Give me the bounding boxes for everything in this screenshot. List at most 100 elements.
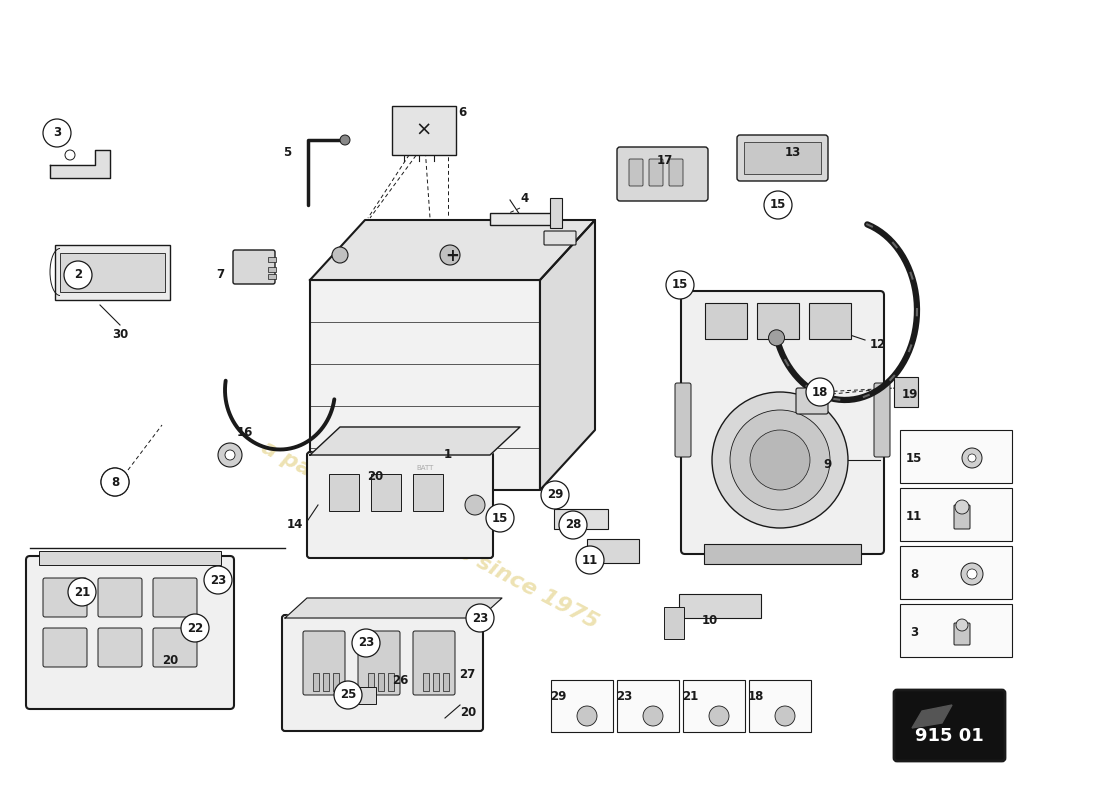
FancyBboxPatch shape [371,474,402,511]
FancyBboxPatch shape [55,245,170,300]
Text: 20: 20 [162,654,178,666]
Text: 18: 18 [812,386,828,398]
Text: 19: 19 [902,389,918,402]
Circle shape [730,410,830,510]
FancyBboxPatch shape [43,578,87,617]
Text: 2: 2 [74,269,82,282]
Circle shape [218,443,242,467]
Circle shape [968,454,976,462]
FancyBboxPatch shape [310,280,540,490]
Circle shape [352,629,379,657]
FancyBboxPatch shape [679,594,761,618]
Text: 22: 22 [187,622,204,634]
FancyBboxPatch shape [323,673,329,691]
Text: 20: 20 [367,470,383,483]
Text: 21: 21 [74,586,90,598]
FancyBboxPatch shape [424,673,429,691]
Text: 15: 15 [770,198,786,211]
Text: 15: 15 [492,511,508,525]
Circle shape [578,706,597,726]
FancyBboxPatch shape [268,257,276,262]
FancyBboxPatch shape [744,142,821,174]
Circle shape [541,481,569,509]
Text: 21: 21 [682,690,698,702]
Circle shape [466,604,494,632]
Text: 3: 3 [910,626,918,638]
Text: 8: 8 [910,567,918,581]
Text: 11: 11 [582,554,598,566]
FancyBboxPatch shape [757,303,799,339]
FancyBboxPatch shape [664,607,684,639]
Text: 13: 13 [785,146,801,158]
Text: 23: 23 [616,690,632,702]
Circle shape [486,504,514,532]
FancyBboxPatch shape [683,680,745,732]
Text: 29: 29 [547,489,563,502]
FancyBboxPatch shape [412,474,443,511]
FancyBboxPatch shape [900,546,1012,599]
FancyBboxPatch shape [233,250,275,284]
Circle shape [182,614,209,642]
FancyBboxPatch shape [98,578,142,617]
FancyBboxPatch shape [358,631,400,695]
Text: a passion for parts since 1975: a passion for parts since 1975 [258,438,602,633]
Text: 10: 10 [702,614,718,626]
Text: 4: 4 [521,191,529,205]
FancyBboxPatch shape [874,383,890,457]
Circle shape [43,119,72,147]
Text: 1: 1 [444,449,452,462]
Text: 8: 8 [111,475,119,489]
FancyBboxPatch shape [26,556,234,709]
FancyBboxPatch shape [808,303,851,339]
Text: 25: 25 [340,689,356,702]
Text: 26: 26 [392,674,408,686]
FancyBboxPatch shape [339,687,376,704]
FancyBboxPatch shape [329,474,359,511]
FancyBboxPatch shape [378,673,384,691]
FancyBboxPatch shape [900,488,1012,541]
Text: 16: 16 [236,426,253,438]
FancyBboxPatch shape [587,539,639,563]
FancyBboxPatch shape [307,452,493,558]
Text: 17: 17 [657,154,673,166]
Text: +: + [446,247,459,265]
Text: 6: 6 [458,106,466,118]
Text: 23: 23 [472,611,488,625]
Circle shape [109,476,121,488]
FancyBboxPatch shape [39,551,221,565]
Polygon shape [310,220,595,280]
Polygon shape [50,150,110,178]
Circle shape [332,247,348,263]
FancyBboxPatch shape [443,673,449,691]
Polygon shape [285,598,502,618]
Text: 29: 29 [550,690,566,702]
Polygon shape [540,220,595,490]
FancyBboxPatch shape [954,505,970,529]
Circle shape [967,569,977,579]
Circle shape [68,578,96,606]
FancyBboxPatch shape [412,631,455,695]
Circle shape [712,392,848,528]
FancyBboxPatch shape [705,303,747,339]
Circle shape [101,468,129,496]
Circle shape [204,566,232,594]
Text: 3: 3 [53,126,62,139]
Circle shape [955,500,969,514]
Circle shape [666,271,694,299]
FancyBboxPatch shape [681,291,884,554]
FancyBboxPatch shape [629,159,644,186]
Text: 12: 12 [870,338,887,351]
FancyBboxPatch shape [388,673,394,691]
Text: 11: 11 [906,510,922,522]
Text: 23: 23 [358,637,374,650]
Text: 20: 20 [460,706,476,718]
Text: 27: 27 [459,669,475,682]
Text: 915 01: 915 01 [914,727,983,745]
Text: 14: 14 [287,518,304,530]
Text: 15: 15 [672,278,689,291]
FancyBboxPatch shape [617,147,708,201]
Circle shape [440,245,460,265]
Circle shape [334,681,362,709]
FancyBboxPatch shape [954,623,970,645]
Circle shape [750,430,810,490]
